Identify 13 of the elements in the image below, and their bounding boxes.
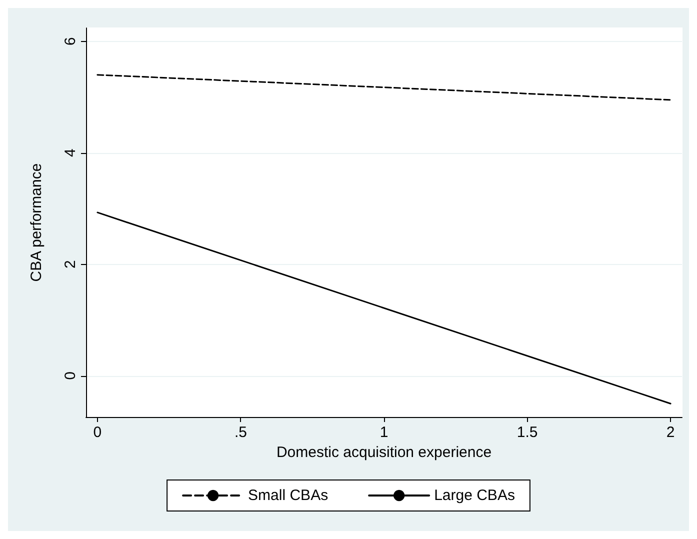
x-tick-label: 1 [380,424,388,441]
x-tick-label: 2 [666,424,675,441]
legend-label: Small CBAs [248,487,328,504]
y-tick-label: 2 [62,260,79,268]
y-axis-title: CBA performance [28,163,45,282]
legend-label: Large CBAs [434,487,515,504]
x-axis-title: Domestic acquisition experience [276,444,492,461]
x-tick-label: 0 [93,424,102,441]
y-tick-label: 4 [62,148,79,158]
y-tick-label: 6 [62,37,79,46]
y-tick-label: 0 [62,372,79,380]
x-tick-label: 1.5 [516,424,538,441]
x-tick-label: .5 [234,424,247,441]
